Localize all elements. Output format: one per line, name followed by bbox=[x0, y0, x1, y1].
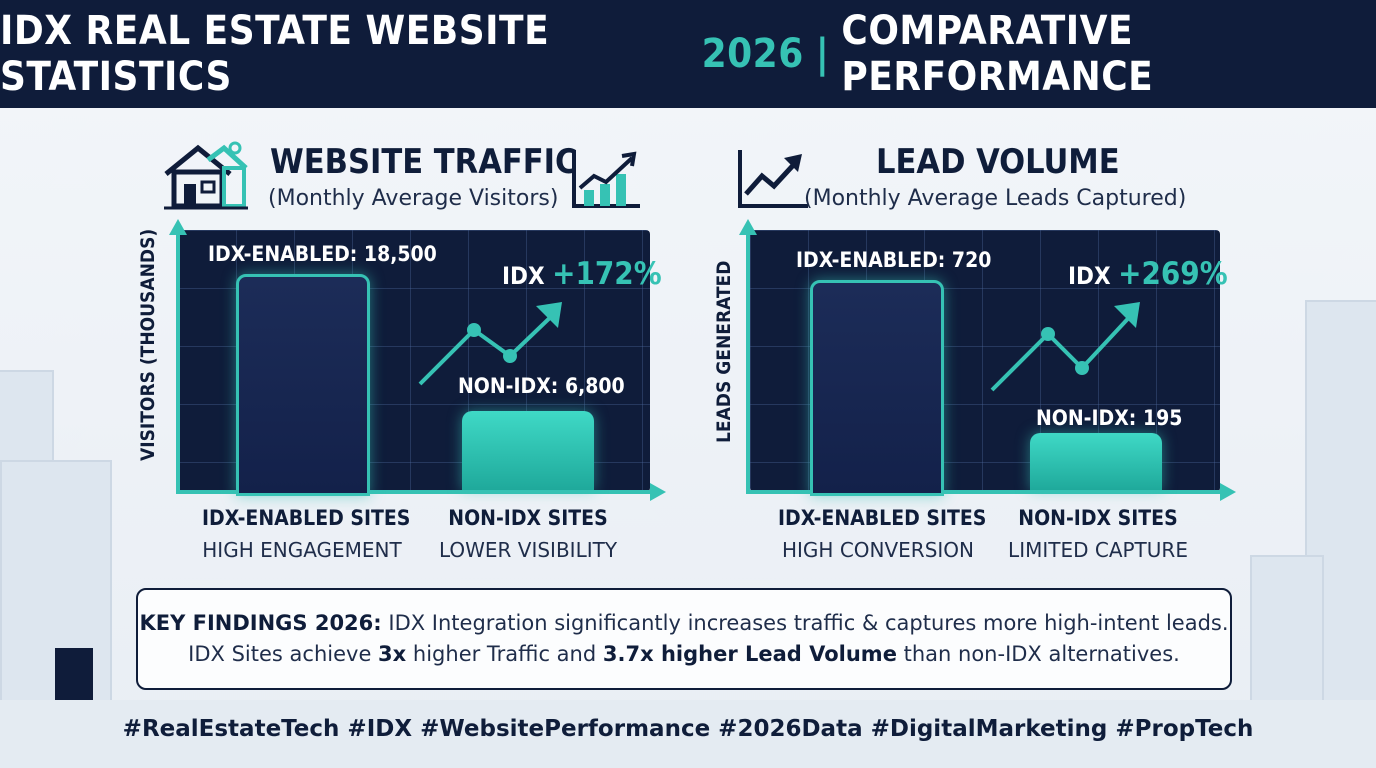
traffic-y-axis-arrow bbox=[169, 219, 187, 235]
bg-building-door bbox=[55, 648, 93, 700]
bg-ground bbox=[0, 700, 1376, 768]
hashtags: #RealEstateTech #IDX #WebsitePerformance… bbox=[122, 716, 1254, 742]
leads-category-idx: IDX-ENABLED SITES bbox=[778, 506, 987, 530]
key-findings-text2d: 3.7x higher Lead Volume bbox=[602, 642, 897, 666]
header-title-separator: | bbox=[815, 31, 830, 77]
traffic-bar-non-idx bbox=[462, 411, 594, 490]
traffic-data-label-idx: IDX-ENABLED: 18,500 bbox=[208, 242, 437, 266]
leads-data-label-non-idx: NON-IDX: 195 bbox=[1036, 406, 1183, 430]
leads-y-axis bbox=[746, 232, 750, 494]
traffic-category-non-idx-sub: LOWER VISIBILITY bbox=[438, 538, 618, 562]
header-title-part2: COMPARATIVE PERFORMANCE bbox=[841, 8, 1154, 100]
traffic-y-axis bbox=[176, 232, 180, 494]
key-findings-text2a: IDX Sites achieve bbox=[188, 642, 372, 666]
key-findings-text2c: higher Traffic and bbox=[412, 642, 597, 666]
key-findings-text1: IDX Integration significantly increases … bbox=[388, 611, 1229, 635]
traffic-category-non-idx: NON-IDX SITES bbox=[448, 506, 608, 530]
leads-y-axis-arrow bbox=[739, 219, 757, 235]
traffic-x-axis bbox=[176, 490, 654, 494]
trend-arrow-icon bbox=[738, 150, 808, 208]
traffic-ylabel: VISITORS (THOUSANDS) bbox=[137, 228, 159, 461]
growth-chart-icon bbox=[572, 150, 640, 208]
key-findings-text2e: than non-IDX alternatives. bbox=[903, 642, 1180, 666]
key-findings-heading: KEY FINDINGS 2026: bbox=[139, 611, 382, 635]
traffic-category-idx: IDX-ENABLED SITES bbox=[202, 506, 411, 530]
page-header: IDX REAL ESTATE WEBSITE STATISTICS 2026 |… bbox=[0, 0, 1376, 108]
leads-x-axis-arrow bbox=[1220, 483, 1236, 501]
leads-ylabel: LEADS GENERATED bbox=[713, 260, 735, 443]
traffic-bar-idx bbox=[236, 274, 370, 496]
traffic-x-axis-arrow bbox=[650, 483, 666, 501]
traffic-growth-prefix: IDX bbox=[502, 262, 545, 290]
traffic-title: WEBSITE TRAFFIC bbox=[270, 142, 578, 182]
traffic-category-idx-sub: HIGH ENGAGEMENT bbox=[202, 538, 402, 562]
key-findings-text2b: 3x bbox=[378, 642, 407, 666]
header-title-part1: IDX REAL ESTATE WEBSITE STATISTICS bbox=[0, 8, 550, 100]
leads-trend-arrow-icon bbox=[990, 302, 1140, 392]
leads-subtitle: (Monthly Average Leads Captured) bbox=[804, 186, 1187, 211]
leads-title: LEAD VOLUME bbox=[876, 142, 1120, 182]
bg-building-right bbox=[1250, 555, 1324, 704]
traffic-data-label-non-idx: NON-IDX: 6,800 bbox=[458, 374, 625, 398]
leads-data-label-idx: IDX-ENABLED: 720 bbox=[796, 248, 992, 272]
leads-growth-value: +269% bbox=[1118, 256, 1228, 292]
leads-category-non-idx-sub: LIMITED CAPTURE bbox=[1008, 538, 1188, 562]
key-findings-box: KEY FINDINGS 2026: IDX Integration signi… bbox=[136, 588, 1232, 690]
leads-category-idx-sub: HIGH CONVERSION bbox=[781, 538, 974, 562]
house-icon bbox=[164, 141, 248, 210]
traffic-subtitle: (Monthly Average Visitors) bbox=[268, 186, 559, 211]
traffic-growth-value: +172% bbox=[552, 256, 662, 292]
leads-x-axis bbox=[746, 490, 1224, 494]
leads-growth-prefix: IDX bbox=[1068, 262, 1111, 290]
leads-bar-idx bbox=[810, 280, 944, 496]
key-findings-line2: IDX Sites achieve 3x higher Traffic and … bbox=[188, 639, 1180, 670]
leads-growth-annotation: IDX +269% bbox=[1068, 256, 1228, 292]
header-title-year: 2026 bbox=[701, 31, 804, 77]
leads-category-non-idx: NON-IDX SITES bbox=[1018, 506, 1178, 530]
key-findings-line1: KEY FINDINGS 2026: IDX Integration signi… bbox=[139, 608, 1228, 639]
traffic-trend-arrow-icon bbox=[418, 302, 562, 386]
traffic-growth-annotation: IDX +172% bbox=[502, 256, 662, 292]
leads-bar-non-idx bbox=[1030, 433, 1162, 490]
